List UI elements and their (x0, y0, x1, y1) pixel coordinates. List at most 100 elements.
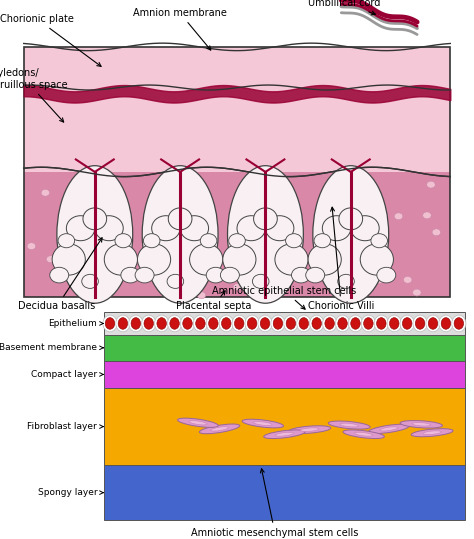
Ellipse shape (400, 315, 414, 332)
Ellipse shape (265, 216, 294, 241)
Ellipse shape (423, 212, 431, 219)
Ellipse shape (178, 418, 219, 427)
Text: Chorionic Villi: Chorionic Villi (308, 207, 374, 312)
Ellipse shape (289, 426, 331, 433)
Ellipse shape (142, 165, 218, 303)
Ellipse shape (387, 315, 401, 332)
Ellipse shape (428, 317, 438, 329)
Ellipse shape (206, 267, 225, 283)
Ellipse shape (183, 317, 192, 329)
Ellipse shape (355, 432, 373, 436)
Ellipse shape (228, 165, 303, 303)
Bar (104, 361, 465, 388)
Ellipse shape (27, 243, 36, 250)
Ellipse shape (155, 315, 169, 332)
Ellipse shape (247, 317, 257, 329)
Ellipse shape (285, 234, 302, 248)
Text: Placental septa: Placental septa (175, 291, 251, 312)
Ellipse shape (209, 317, 218, 329)
Ellipse shape (157, 317, 166, 329)
Ellipse shape (180, 216, 209, 241)
Ellipse shape (338, 274, 355, 288)
Ellipse shape (254, 421, 272, 425)
Ellipse shape (314, 234, 331, 248)
Text: Umbillical cord: Umbillical cord (308, 0, 381, 15)
Ellipse shape (200, 424, 240, 434)
Ellipse shape (144, 317, 154, 329)
Ellipse shape (371, 234, 388, 248)
Text: Amniotic epithelial stem cells: Amniotic epithelial stem cells (212, 286, 356, 309)
Ellipse shape (348, 315, 363, 332)
Ellipse shape (360, 244, 393, 275)
Text: Amniotic mesenchymal stem cells: Amniotic mesenchymal stem cells (191, 469, 359, 538)
Ellipse shape (66, 216, 95, 241)
Ellipse shape (167, 315, 182, 332)
Text: Amnion membrane: Amnion membrane (133, 8, 227, 50)
Ellipse shape (103, 315, 117, 332)
Ellipse shape (116, 315, 130, 332)
Ellipse shape (258, 315, 272, 332)
Ellipse shape (57, 165, 133, 303)
Ellipse shape (452, 315, 466, 332)
Ellipse shape (400, 420, 442, 428)
Ellipse shape (50, 267, 69, 283)
Ellipse shape (167, 274, 183, 288)
Ellipse shape (220, 267, 239, 283)
Ellipse shape (439, 315, 453, 332)
Ellipse shape (402, 317, 412, 329)
Ellipse shape (364, 317, 373, 329)
Ellipse shape (423, 431, 441, 434)
Ellipse shape (196, 317, 205, 329)
Ellipse shape (454, 317, 464, 329)
Ellipse shape (41, 189, 50, 196)
Ellipse shape (322, 315, 337, 332)
Ellipse shape (351, 216, 379, 241)
Ellipse shape (135, 267, 154, 283)
Bar (104, 465, 465, 521)
Ellipse shape (394, 213, 403, 220)
Ellipse shape (361, 315, 375, 332)
Ellipse shape (426, 315, 440, 332)
Ellipse shape (137, 244, 171, 275)
Ellipse shape (121, 267, 140, 283)
Ellipse shape (58, 234, 75, 248)
Ellipse shape (200, 234, 217, 248)
Ellipse shape (105, 317, 115, 329)
Bar (24, 47, 450, 297)
Ellipse shape (129, 315, 143, 332)
Ellipse shape (183, 284, 191, 291)
Ellipse shape (308, 244, 341, 275)
Ellipse shape (413, 315, 427, 332)
Ellipse shape (415, 317, 425, 329)
Ellipse shape (322, 216, 351, 241)
Ellipse shape (412, 289, 421, 296)
Ellipse shape (219, 315, 233, 332)
Ellipse shape (336, 315, 350, 332)
Ellipse shape (118, 317, 128, 329)
Ellipse shape (235, 317, 244, 329)
Ellipse shape (286, 317, 296, 329)
Ellipse shape (237, 216, 265, 241)
Ellipse shape (260, 317, 270, 329)
Ellipse shape (284, 315, 298, 332)
Ellipse shape (403, 277, 412, 284)
Ellipse shape (441, 317, 451, 329)
Ellipse shape (376, 317, 386, 329)
Ellipse shape (142, 315, 156, 332)
Ellipse shape (189, 420, 207, 425)
Ellipse shape (233, 284, 242, 291)
Text: Decidua basalis: Decidua basalis (18, 238, 102, 312)
Ellipse shape (313, 165, 389, 303)
Ellipse shape (206, 315, 220, 332)
Ellipse shape (152, 216, 180, 241)
Ellipse shape (275, 432, 293, 436)
Ellipse shape (300, 428, 319, 431)
Ellipse shape (193, 315, 208, 332)
Ellipse shape (46, 256, 55, 262)
Ellipse shape (299, 317, 309, 329)
Ellipse shape (432, 229, 441, 236)
Text: Basement membrane: Basement membrane (0, 343, 103, 353)
Ellipse shape (390, 317, 399, 329)
Ellipse shape (181, 315, 195, 332)
Ellipse shape (374, 315, 388, 332)
